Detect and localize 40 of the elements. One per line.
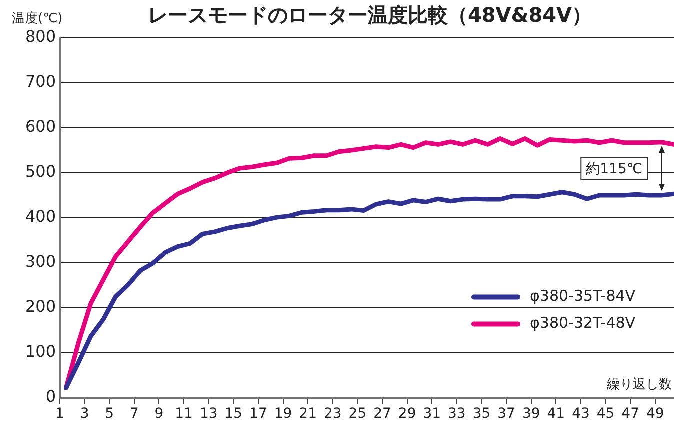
x-axis-title: 繰り返し数 — [606, 377, 672, 392]
y-axis-title: 温度(℃) — [12, 10, 63, 26]
y-tick-label: 700 — [25, 72, 56, 92]
x-tick-label: 35 — [472, 406, 491, 422]
y-tick-label: 600 — [25, 117, 56, 136]
y-tick-label: 500 — [25, 162, 56, 182]
x-tick-label: 27 — [374, 406, 392, 422]
x-tick-label: 17 — [250, 406, 268, 422]
x-tick-label: 29 — [398, 406, 416, 422]
x-tick-label: 13 — [200, 406, 218, 422]
x-tick-label: 45 — [596, 406, 615, 422]
x-tick-label: 1 — [56, 406, 64, 422]
legend-label: φ380-32T-48V — [530, 314, 636, 332]
y-tick-label: 100 — [25, 342, 56, 362]
annotation: 約115℃ — [586, 162, 643, 178]
x-tick-label: 5 — [105, 406, 114, 422]
x-tick-label: 37 — [498, 406, 516, 422]
x-tick-label: 23 — [324, 406, 342, 422]
x-tick-label: 11 — [175, 406, 193, 422]
x-tick-label: 41 — [547, 406, 566, 422]
y-tick-label: 200 — [25, 297, 56, 316]
y-tick-label: 300 — [25, 252, 56, 272]
x-tick-label: 47 — [622, 406, 640, 422]
y-tick-label: 0 — [46, 387, 56, 406]
x-tick-label: 49 — [646, 406, 664, 422]
legend-label: φ380-35T-84V — [530, 287, 636, 306]
x-tick-label: 15 — [224, 406, 243, 422]
x-tick-label: 43 — [572, 406, 590, 422]
x-tick-label: 9 — [154, 406, 164, 422]
x-tick-label: 19 — [274, 406, 292, 422]
x-tick-label: 31 — [423, 406, 442, 422]
x-tick-label: 3 — [80, 406, 90, 422]
x-tick-label: 39 — [522, 406, 540, 422]
y-tick-label: 800 — [25, 27, 56, 46]
x-tick-label: 7 — [130, 406, 139, 422]
x-tick-label: 33 — [448, 406, 466, 422]
y-tick-label: 400 — [25, 207, 56, 226]
x-tick-label: 21 — [299, 406, 317, 422]
chart-title: レースモードのローター温度比較（48V&84V） — [148, 3, 592, 28]
x-tick-label: 25 — [348, 406, 367, 422]
